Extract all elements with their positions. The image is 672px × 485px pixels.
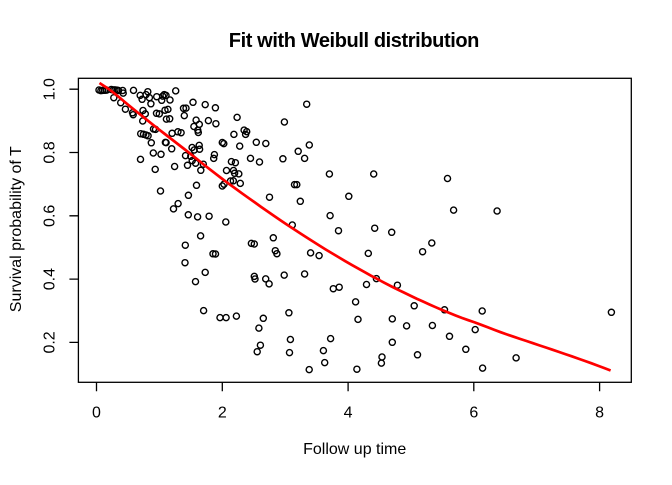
svg-text:Fit with Weibull distribution: Fit with Weibull distribution — [229, 30, 479, 52]
svg-text:0: 0 — [92, 405, 101, 422]
svg-text:8: 8 — [595, 405, 604, 422]
svg-text:Follow up time: Follow up time — [303, 441, 406, 458]
svg-text:0.4: 0.4 — [42, 268, 59, 290]
svg-text:2: 2 — [218, 405, 227, 422]
svg-text:0.6: 0.6 — [42, 205, 59, 227]
svg-text:0.8: 0.8 — [42, 141, 59, 163]
svg-text:1.0: 1.0 — [42, 78, 59, 100]
svg-text:Survival probability of T: Survival probability of T — [8, 146, 25, 312]
svg-text:6: 6 — [469, 405, 478, 422]
svg-text:4: 4 — [344, 405, 353, 422]
svg-text:0.2: 0.2 — [42, 331, 59, 353]
